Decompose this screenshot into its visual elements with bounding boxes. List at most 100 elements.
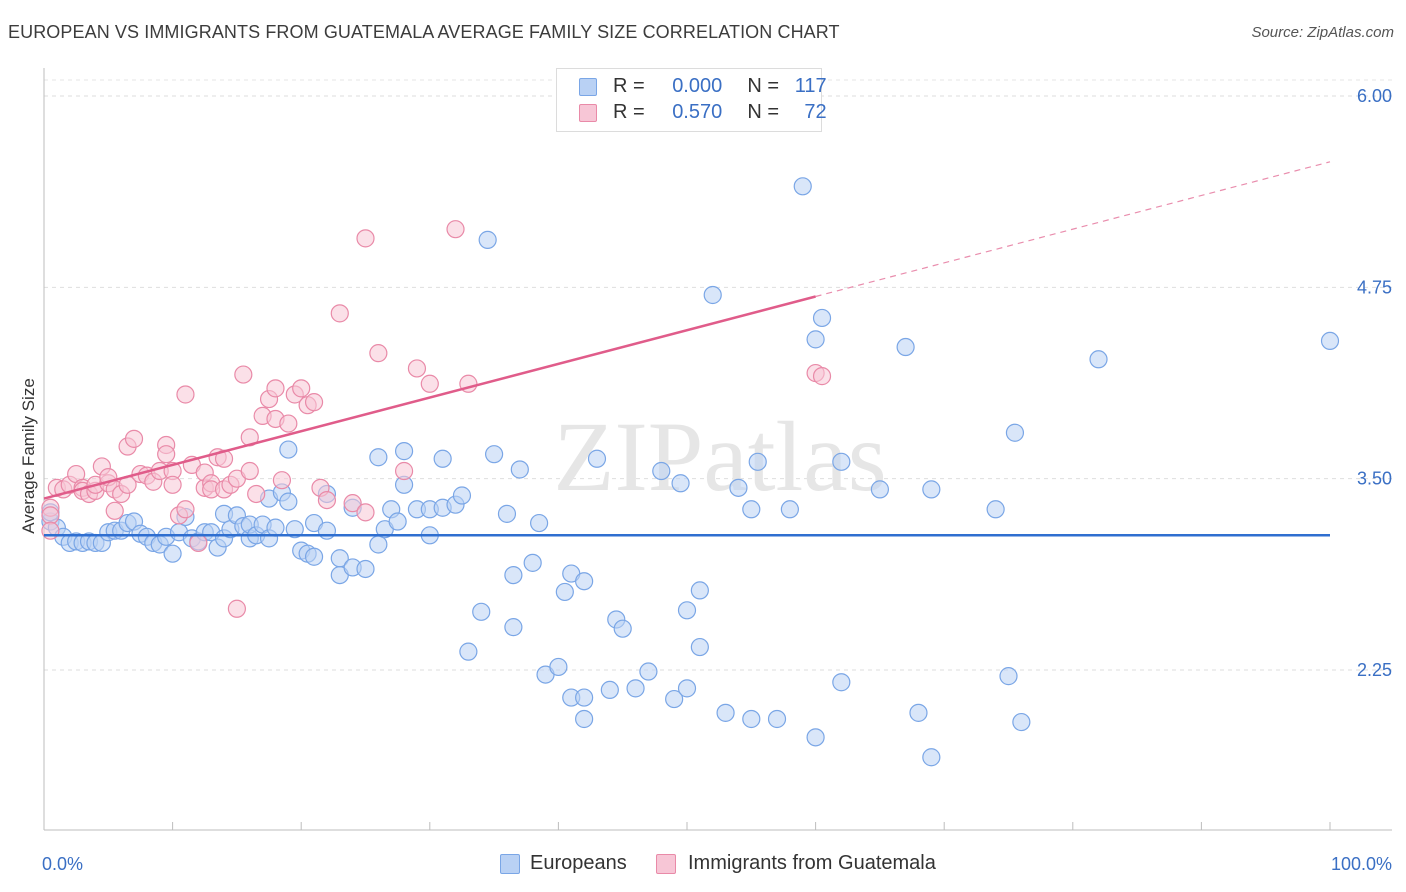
guatemala-point-26 xyxy=(157,445,176,464)
europeans-point-109 xyxy=(806,728,825,747)
europeans-point-39 xyxy=(266,518,285,537)
guatemala-point-52 xyxy=(272,471,292,490)
europeans-point-75 xyxy=(504,565,523,585)
europeans-point-71 xyxy=(478,230,497,249)
legend-r-value-guatemala: 0.570 xyxy=(672,101,723,123)
europeans-point-117 xyxy=(922,748,941,767)
europeans-point-55 xyxy=(369,535,388,554)
watermark-text: ZIPatlas xyxy=(553,401,886,512)
watermark: ZIPatlas xyxy=(553,401,886,512)
europeans-point-123 xyxy=(1089,350,1108,369)
europeans-point-111 xyxy=(812,308,832,328)
y-tick-label-0: 2.25 xyxy=(1357,660,1392,680)
bottom-legend-label-guatemala: Immigrants from Guatemala xyxy=(688,852,936,874)
europeans-point-119 xyxy=(986,500,1005,519)
europeans-point-80 xyxy=(549,657,568,677)
x-tick-label-1: 100.0% xyxy=(1331,854,1392,874)
guatemala-point-44 xyxy=(234,365,253,384)
europeans-point-60 xyxy=(394,442,414,461)
guatemala-point-55 xyxy=(292,379,311,398)
bottom-legend-swatch-europeans xyxy=(500,854,520,874)
legend-r-value-europeans: 0.000 xyxy=(672,75,723,97)
europeans-point-88 xyxy=(600,680,619,699)
legend-n-value-europeans: 117 xyxy=(794,75,827,97)
europeans-point-121 xyxy=(1005,423,1025,442)
europeans-point-66 xyxy=(433,449,452,468)
europeans-point-68 xyxy=(452,486,472,505)
guatemala-point-33 xyxy=(189,533,208,553)
guatemala-point-20 xyxy=(124,429,144,448)
guatemala-point-42 xyxy=(227,599,246,618)
europeans-point-93 xyxy=(652,461,671,481)
y-tick-label-2: 4.75 xyxy=(1357,277,1392,297)
y-tick-labels: 2.25 3.50 4.75 6.00 xyxy=(1357,86,1392,680)
guatemala-point-60 xyxy=(330,304,349,323)
europeans-point-96 xyxy=(677,679,697,698)
europeans-point-110 xyxy=(806,330,825,349)
guatemala-point-67 xyxy=(420,374,439,393)
europeans-point-87 xyxy=(587,449,607,468)
europeans-point-97 xyxy=(677,601,697,620)
guatemala-point-2 xyxy=(41,521,60,540)
europeans-point-113 xyxy=(832,673,851,692)
legend-n-label: N = xyxy=(747,75,780,97)
europeans-point-86 xyxy=(575,572,594,591)
guatemala-point-66 xyxy=(407,359,427,378)
x-tick-labels: 0.0% 100.0% xyxy=(42,854,1392,874)
legend-r-label: R = xyxy=(613,101,645,123)
x-tick-label-0: 0.0% xyxy=(42,854,83,874)
guatemala-point-71 xyxy=(812,367,832,386)
europeans-point-77 xyxy=(523,553,542,572)
y-tick-label-1: 3.50 xyxy=(1357,469,1392,489)
europeans-point-120 xyxy=(999,667,1018,686)
guatemala-point-45 xyxy=(240,461,259,481)
europeans-point-94 xyxy=(665,689,684,709)
europeans-point-90 xyxy=(613,619,632,638)
europeans-point-81 xyxy=(555,582,574,602)
legend-swatch-europeans xyxy=(579,78,597,96)
europeans-point-99 xyxy=(690,581,709,600)
guatemala-point-1 xyxy=(41,506,60,525)
guatemala-point-57 xyxy=(304,393,324,412)
europeans-point-69 xyxy=(459,642,478,661)
europeans-point-72 xyxy=(485,445,504,464)
europeans-point-98 xyxy=(690,637,709,657)
europeans-point-78 xyxy=(530,513,549,533)
guatemala-point-68 xyxy=(446,220,465,239)
legend-r-label: R = xyxy=(613,75,645,97)
europeans-point-124 xyxy=(1320,331,1340,351)
europeans-point-51 xyxy=(330,549,349,568)
guatemala-point-62 xyxy=(356,229,375,248)
europeans-point-103 xyxy=(742,500,761,519)
guatemala-point-53 xyxy=(279,414,298,433)
bottom-legend-swatch-guatemala xyxy=(656,854,676,874)
europeans-point-43 xyxy=(285,520,304,539)
series-guatemala-points xyxy=(41,220,832,618)
trend-line-guatemala-extension xyxy=(815,161,1331,298)
trend-line-guatemala xyxy=(43,295,816,500)
trend-lines xyxy=(43,161,1331,537)
legend-n-value-guatemala: 72 xyxy=(804,101,827,123)
europeans-point-76 xyxy=(510,460,529,479)
legend-box: R = 0.000 N = 117 R = 0.570 N = 72 xyxy=(556,68,827,132)
europeans-point-46 xyxy=(304,547,324,566)
guatemala-point-59 xyxy=(317,490,337,510)
guatemala-point-47 xyxy=(247,484,266,504)
europeans-point-74 xyxy=(504,618,523,637)
europeans-point-105 xyxy=(748,452,767,471)
y-axis-label: Average Family Size xyxy=(19,378,38,534)
chart-source: Source: ZipAtlas.com xyxy=(1251,24,1394,41)
bottom-legend-label-europeans: Europeans xyxy=(530,852,627,874)
guatemala-point-30 xyxy=(176,500,195,519)
europeans-point-104 xyxy=(742,709,761,729)
europeans-point-73 xyxy=(497,504,517,523)
europeans-point-106 xyxy=(767,709,787,729)
chart-title: EUROPEAN VS IMMIGRANTS FROM GUATEMALA AV… xyxy=(8,22,840,42)
guatemala-point-64 xyxy=(369,344,388,363)
y-tick-label-3: 6.00 xyxy=(1357,86,1392,106)
europeans-point-115 xyxy=(896,337,915,357)
europeans-point-114 xyxy=(870,480,890,499)
europeans-point-122 xyxy=(1012,712,1031,732)
europeans-point-20 xyxy=(163,544,182,563)
